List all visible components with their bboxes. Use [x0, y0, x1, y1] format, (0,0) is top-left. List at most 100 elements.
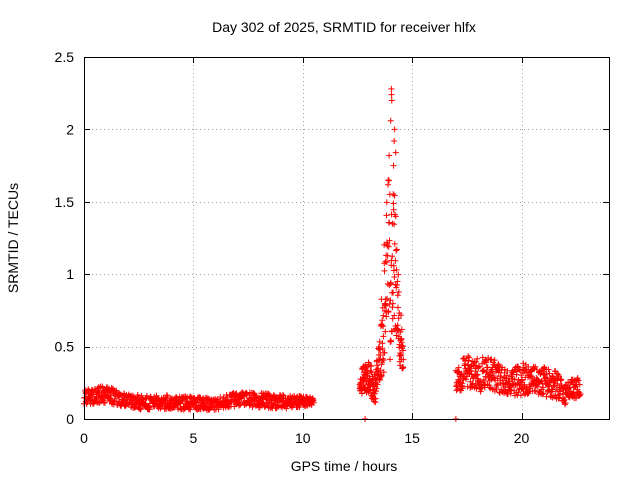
data-point [525, 363, 532, 370]
data-point [378, 372, 385, 379]
data-point [388, 91, 395, 98]
data-point [382, 302, 389, 309]
data-point [379, 355, 386, 362]
y-tick-label: 2.5 [55, 49, 75, 65]
data-point [517, 392, 524, 399]
data-point [387, 117, 394, 124]
data-point [390, 206, 397, 213]
y-tick-label: 0.5 [55, 339, 75, 355]
data-point [383, 239, 390, 246]
data-point [187, 406, 194, 413]
data-point [391, 240, 398, 247]
data-point [486, 384, 493, 391]
data-point [389, 304, 396, 311]
data-point [394, 278, 401, 285]
data-point [296, 404, 303, 411]
data-point [392, 149, 399, 156]
data-point [380, 333, 387, 340]
data-point [483, 358, 490, 365]
data-point [383, 259, 390, 266]
data-point [495, 369, 502, 376]
data-point [381, 267, 388, 274]
data-point [511, 376, 518, 383]
data-point [508, 387, 515, 394]
data-point [463, 373, 470, 380]
data-point [501, 366, 508, 373]
data-point [465, 357, 472, 364]
data-point [459, 385, 466, 392]
data-point [373, 385, 380, 392]
data-point [574, 376, 581, 383]
data-point [398, 312, 405, 319]
chart-title: Day 302 of 2025, SRMTID for receiver hlf… [212, 19, 476, 35]
data-point [480, 367, 487, 374]
data-point [379, 317, 386, 324]
data-point [503, 372, 510, 379]
data-point [382, 301, 389, 308]
data-point [99, 396, 106, 403]
data-point [388, 97, 395, 104]
data-point [99, 383, 106, 390]
data-point [491, 357, 498, 364]
data-point [384, 242, 391, 249]
data-point [387, 297, 394, 304]
data-point [393, 266, 400, 273]
data-point [137, 406, 144, 413]
x-tick-label: 10 [295, 430, 311, 446]
data-point [488, 356, 495, 363]
data-point [367, 368, 374, 375]
data-point [86, 387, 93, 394]
data-point [534, 383, 541, 390]
data-point [381, 349, 388, 356]
data-point [577, 391, 584, 398]
data-point [395, 315, 402, 322]
data-point [546, 370, 553, 377]
y-tick-label: 1 [66, 266, 74, 282]
data-point [163, 392, 170, 399]
data-point [543, 393, 550, 400]
data-point [379, 345, 386, 352]
data-point [497, 373, 504, 380]
data-point [389, 253, 396, 260]
data-point [390, 200, 397, 207]
data-point [493, 382, 500, 389]
data-point [474, 371, 481, 378]
data-point [180, 406, 187, 413]
data-point [390, 267, 397, 274]
grid-layer [84, 57, 609, 419]
data-point [554, 380, 561, 387]
data-point [378, 372, 385, 379]
data-point [386, 152, 393, 159]
x-tick-label: 15 [404, 430, 420, 446]
data-point [391, 126, 398, 133]
data-point [358, 390, 365, 397]
data-point [376, 346, 383, 353]
data-point [101, 399, 108, 406]
data-point [515, 389, 522, 396]
x-axis-label: GPS time / hours [291, 458, 398, 474]
data-point [215, 406, 222, 413]
data-point [380, 323, 387, 330]
data-point [479, 354, 486, 361]
data-point [555, 372, 562, 379]
y-tick-label: 1.5 [55, 194, 75, 210]
data-point [540, 384, 547, 391]
data-point [237, 401, 244, 408]
data-point [387, 279, 394, 286]
data-point [494, 381, 501, 388]
data-point [463, 376, 470, 383]
data-point [466, 354, 473, 361]
data-point [539, 391, 546, 398]
data-point [477, 388, 484, 395]
data-point [520, 360, 527, 367]
data-point [391, 312, 398, 319]
data-point [394, 322, 401, 329]
data-point [371, 390, 378, 397]
y-tick-label: 0 [66, 411, 74, 427]
data-point [374, 381, 381, 388]
data-point [393, 284, 400, 291]
data-point [372, 395, 379, 402]
data-point [262, 403, 269, 410]
data-point [143, 392, 150, 399]
